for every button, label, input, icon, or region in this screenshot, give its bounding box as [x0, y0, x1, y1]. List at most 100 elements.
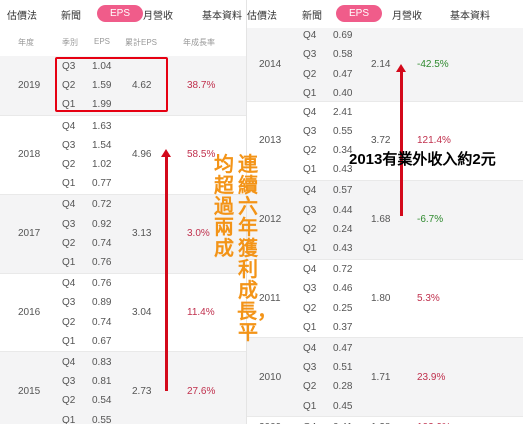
eps-value: 0.74: [92, 316, 112, 328]
cumulative-eps: 3.04: [132, 306, 152, 318]
quarter-label: Q2: [303, 68, 317, 80]
quarter-label: Q3: [303, 49, 317, 61]
row-divider: [247, 337, 523, 339]
eps-value: 0.37: [333, 321, 353, 333]
eps-value: 0.43: [333, 242, 353, 254]
annotation-2013-note: 2013有業外收入約2元: [349, 151, 496, 168]
year-label: 2015: [18, 385, 41, 397]
quarter-label: Q1: [62, 414, 76, 424]
eps-panel-left: 估價法 新聞 EPS 月營收 基本資料 年度 季別 EPS 累計EPS 年成長率…: [0, 0, 246, 424]
annual-growth: 121.4%: [417, 135, 451, 147]
quarter-label: Q2: [303, 145, 317, 156]
eps-value: 0.55: [92, 414, 112, 424]
quarter-label: Q3: [303, 204, 317, 216]
year-block: Q4 0.72 Q3 0.92 Q2 0.74 Q1 0.76 2017 3.13 3.0%: [0, 194, 246, 274]
cumulative-eps: 3.72: [371, 135, 391, 147]
year-block: Q4 0.57 Q3 0.44 Q2 0.24 Q1 0.43 2012 1.68 -6.7%: [247, 180, 523, 260]
year-label: 2018: [18, 149, 41, 161]
cumulative-eps: 2.14: [371, 59, 391, 70]
row-divider: [0, 115, 246, 116]
tab-news[interactable]: 新聞: [61, 11, 81, 22]
eps-value: 0.25: [333, 302, 353, 314]
tab-basic-info[interactable]: 基本資料: [202, 11, 242, 22]
eps-value: 0.43: [333, 164, 353, 176]
tab-basic-info[interactable]: 基本資料: [450, 11, 490, 22]
quarter-label: Q3: [62, 139, 76, 151]
annual-growth: 102.9%: [417, 422, 451, 424]
year-label: 2011: [259, 292, 281, 304]
year-block: Q4 0.76 Q3 0.89 Q2 0.74 Q1 0.67 2016 3.04 11.4%: [0, 274, 246, 353]
quarter-label: Q2: [62, 159, 76, 170]
tab-bar: 估價法 新聞 EPS 月營收 基本資料: [0, 0, 246, 28]
quarter-label: Q2: [303, 381, 317, 393]
eps-value: 1.02: [92, 159, 112, 170]
eps-value: 0.24: [333, 223, 353, 235]
year-block: Q4 2.41 Q3 0.55 Q2 0.34 Q1 0.43 2013 3.72 121.4%: [247, 102, 523, 181]
eps-value: 0.69: [333, 30, 353, 42]
tab-valuation[interactable]: 估價法: [247, 11, 277, 22]
quarter-label: Q1: [62, 335, 76, 347]
header-cumulative-eps: 累計EPS: [125, 38, 158, 47]
annual-growth: 11.4%: [187, 306, 215, 318]
tab-monthly-revenue[interactable]: 月營收: [392, 11, 422, 22]
annual-growth: -42.5%: [417, 59, 449, 70]
highlight-box-2019: [55, 57, 168, 112]
eps-panel-right: 估價法 新聞 EPS 月營收 基本資料 Q4 0.69 Q3 0.58 Q2 0.47 Q1…: [247, 0, 523, 424]
quarter-label: Q2: [303, 223, 317, 235]
eps-value: 0.57: [333, 185, 353, 197]
annual-growth: 27.6%: [187, 385, 216, 397]
eps-value: 0.76: [92, 278, 112, 290]
year-label: 2016: [18, 306, 41, 318]
tab-valuation[interactable]: 估價法: [7, 11, 37, 22]
quarter-label: Q2: [303, 302, 317, 314]
eps-value: 0.89: [92, 297, 112, 309]
cumulative-eps: 1.71: [371, 371, 391, 383]
quarter-label: Q2: [62, 395, 76, 407]
year-block: Q4 0.69 Q3 0.58 Q2 0.47 Q1 0.40 2014 2.14 -42.5%: [247, 28, 523, 102]
quarter-label: Q4: [62, 120, 76, 132]
cumulative-eps: 1.38: [371, 422, 390, 424]
quarter-label: Q3: [62, 297, 76, 309]
row-divider: [247, 416, 523, 418]
eps-value: 1.54: [92, 139, 112, 151]
eps-value: 0.54: [92, 395, 112, 407]
quarter-label: Q1: [62, 178, 76, 190]
tab-news[interactable]: 新聞: [302, 11, 322, 22]
eps-value: 0.55: [333, 125, 353, 137]
eps-value: 0.44: [333, 204, 353, 216]
quarter-label: Q3: [62, 60, 76, 72]
header-quarter: 季別: [62, 38, 78, 47]
eps-value: 1.59: [92, 80, 112, 91]
table-header: 年度 季別 EPS 累計EPS 年成長率: [0, 34, 246, 50]
tab-eps[interactable]: EPS: [336, 5, 383, 22]
header-year: 年度: [18, 38, 34, 47]
year-block: Q4 0.83 Q3 0.81 Q2 0.54 Q1 0.55 2015 2.73 27.6%: [0, 352, 246, 424]
quarter-label: Q1: [303, 87, 317, 99]
quarter-label: Q4: [303, 264, 317, 276]
eps-value: 0.72: [92, 199, 112, 211]
quarter-label: Q4: [62, 356, 76, 368]
quarter-label: Q4: [303, 185, 317, 197]
annual-growth: 38.7%: [187, 80, 216, 91]
header-eps: EPS: [94, 37, 111, 46]
annotation-growth-streak: 連續六年獲利成長，平: [237, 154, 277, 344]
annual-growth: 3.0%: [187, 228, 210, 240]
year-label: 2012: [259, 214, 282, 226]
year-label: 2010: [259, 371, 282, 383]
cumulative-eps: 2.73: [132, 385, 152, 397]
cumulative-eps: 4.96: [132, 149, 152, 161]
tab-eps[interactable]: EPS: [97, 5, 144, 22]
eps-value: 0.81: [92, 376, 112, 388]
eps-value: 1.99: [92, 99, 112, 111]
eps-value: 0.72: [333, 264, 353, 276]
quarter-label: Q3: [62, 376, 76, 388]
row-divider: [0, 193, 246, 195]
eps-value: 0.45: [333, 400, 353, 412]
quarter-label: Q1: [62, 99, 76, 111]
eps-value: 0.47: [333, 68, 353, 80]
annual-growth: 5.3%: [417, 292, 440, 304]
eps-value: 0.41: [333, 422, 352, 424]
tab-monthly-revenue[interactable]: 月營收: [143, 11, 173, 22]
quarter-label: Q1: [303, 242, 317, 254]
year-label: 2017: [18, 228, 41, 240]
